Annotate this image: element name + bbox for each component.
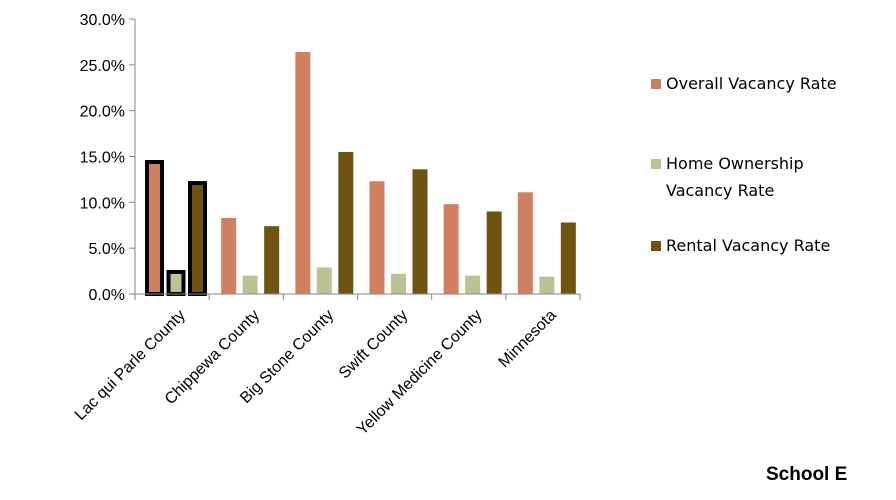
- bar: [338, 151, 354, 294]
- bar: [465, 275, 481, 294]
- bar: [295, 52, 311, 294]
- bar: [412, 169, 428, 294]
- bar: [166, 270, 186, 296]
- bar: [443, 204, 459, 294]
- y-tick-label: 30.0%: [80, 12, 125, 29]
- bar: [369, 181, 385, 294]
- y-tick-label: 10.0%: [80, 195, 125, 212]
- legend-swatch: [651, 159, 661, 169]
- bar: [188, 181, 207, 296]
- bars: [145, 52, 576, 296]
- bar: [539, 276, 555, 294]
- y-tick-label: 5.0%: [89, 241, 125, 258]
- y-tick-label: 25.0%: [80, 58, 125, 75]
- bar: [145, 160, 164, 296]
- legend-label: Vacancy Rate: [666, 181, 774, 200]
- y-tick-label: 20.0%: [80, 104, 125, 121]
- bar: [316, 267, 332, 294]
- y-tick-label: 0.0%: [89, 287, 125, 304]
- legend-label: Home Ownership: [666, 154, 804, 173]
- y-axis: 0.0% 5.0% 10.0% 15.0% 20.0% 25.0% 30.0%: [80, 12, 136, 304]
- legend-label: Rental Vacancy Rate: [666, 236, 830, 255]
- y-tick-label: 15.0%: [80, 150, 125, 167]
- legend-label: Overall Vacancy Rate: [666, 74, 837, 93]
- legend-swatch: [651, 241, 661, 251]
- x-category-label: Swift County: [336, 307, 412, 383]
- x-category-label: Minnesota: [496, 307, 560, 371]
- bar: [221, 217, 237, 294]
- bar: [264, 226, 280, 294]
- footer-text: School E: [766, 464, 848, 485]
- x-category-label: Yellow Medicine County: [354, 307, 486, 439]
- bar: [391, 273, 406, 294]
- bar: [242, 275, 258, 294]
- legend: Overall Vacancy Rate Home Ownership Vacanc…: [651, 74, 837, 255]
- bar: [517, 192, 533, 294]
- bar: [486, 211, 502, 294]
- legend-swatch: [651, 79, 661, 89]
- bar: [560, 222, 576, 294]
